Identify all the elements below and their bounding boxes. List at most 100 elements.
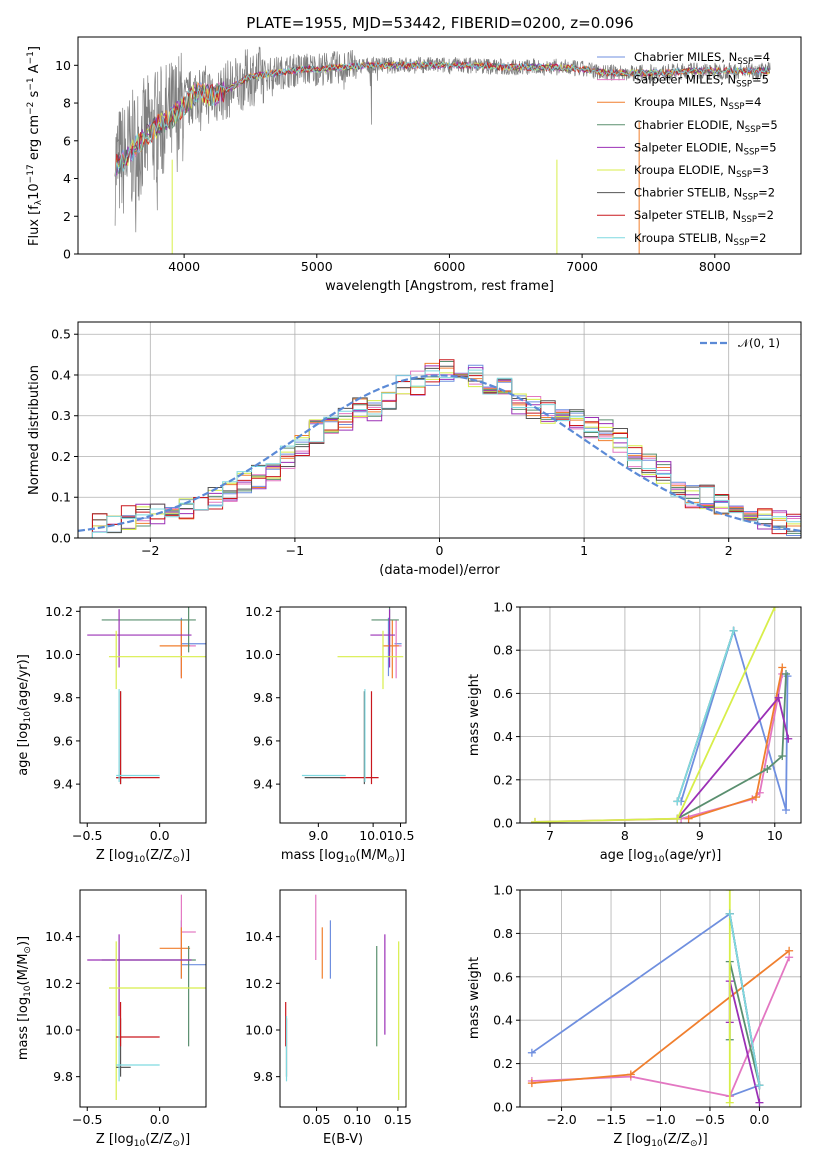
legend-entry: Salpeter STELIB, NSSP=2 [634, 208, 774, 225]
x-axis-label: mass [log10(M/M⊙)] [281, 848, 405, 865]
plot-frame [79, 889, 207, 1108]
y-tick-label: 0.6 [493, 969, 513, 984]
massweight_vs_Z-marks [527, 890, 794, 1107]
x-tick-label: 10.0 [359, 828, 387, 843]
plot-frame [77, 36, 802, 255]
y-tick-label: 10.2 [245, 604, 273, 619]
legend-entry: Chabrier STELIB, NSSP=2 [634, 186, 775, 203]
x-axis-label: Z [log10(Z/Z⊙)] [613, 1132, 707, 1149]
x-tick-label: −1.5 [596, 1112, 626, 1127]
y-tick-label: 0.2 [493, 772, 513, 787]
legend-entry: Salpeter ELODIE, NSSP=5 [634, 140, 777, 157]
axes-spectrum: 4000 5000 6000 7000 8000 0 2 4 6 8 10 [55, 58, 731, 274]
y-tick-label: 1.0 [493, 600, 513, 615]
x-tick-label: 8 [621, 828, 629, 843]
massweight_vs_age-marks [530, 607, 793, 823]
x-tick-label: 0.15 [384, 1112, 412, 1127]
y-tick-label: 9.8 [253, 690, 273, 705]
y-tick-label: 9.8 [53, 690, 73, 705]
axes-age_vs_mass: 9.0 10.0 10.59.49.69.810.010.2 [245, 604, 414, 843]
x-tick-label: 5000 [301, 259, 333, 274]
x-tick-label: 0 [436, 543, 444, 558]
histogram-salpeter-elodie [78, 365, 801, 538]
y-tick-label: 10.0 [45, 647, 73, 662]
axes-residual_histogram: −2 −1 0 1 2 0.0 0.1 0.2 0.3 0.4 0.5 [51, 322, 801, 558]
x-tick-label: 4000 [168, 259, 200, 274]
x-tick-label: 7 [546, 828, 554, 843]
weight-line-kroupa-stelib [676, 630, 735, 802]
y-tick-label: 10.0 [245, 647, 273, 662]
y-tick-label: 9.4 [253, 777, 273, 792]
x-tick-label: 1 [580, 543, 588, 558]
x-axis-label: Z [log10(Z/Z⊙)] [96, 1132, 190, 1149]
weight-line-kroupa-stelib [728, 913, 761, 1086]
y-tick-label: 10.4 [45, 929, 73, 944]
y-tick-label: 4 [63, 171, 71, 186]
mass_vs_Z-marks [87, 894, 206, 1100]
x-tick-label: −1.0 [645, 1112, 675, 1127]
x-tick-label: −1 [286, 543, 304, 558]
histogram-salpeter-stelib [78, 359, 801, 538]
weight-line-kroupa-miles [688, 667, 784, 820]
age_vs_Z-marks [87, 607, 206, 785]
y-tick-label: 9.8 [53, 1069, 73, 1084]
figure-title: PLATE=1955, MJD=53442, FIBERID=0200, z=0… [246, 14, 633, 32]
y-tick-label: 0.4 [51, 367, 71, 382]
y-tick-label: 6 [63, 133, 71, 148]
spectrum-lines [114, 46, 771, 254]
legend-entry: Salpeter MILES, NSSP=5 [634, 73, 769, 90]
axes-massweight_vs_Z: −2.0 −1.5 −1.0 −0.5 0.0 0.0 0.2 0.4 0.6 0.8 1.0 [493, 883, 801, 1127]
y-tick-label: 10 [55, 58, 71, 73]
x-axis-label: wavelength [Angstrom, rest frame] [325, 279, 554, 294]
x-axis-label: Z [log10(Z/Z⊙)] [96, 848, 190, 865]
x-tick-label: 10 [767, 828, 783, 843]
y-tick-label: 0.3 [51, 408, 71, 423]
y-tick-label: 10.2 [45, 976, 73, 991]
y-axis-label: mass weight [467, 674, 482, 756]
x-tick-label: 0.05 [303, 1112, 331, 1127]
x-axis-label: (data-model)/error [379, 563, 500, 578]
legend-entry: Chabrier ELODIE, NSSP=5 [634, 118, 778, 135]
axes-mass_vs_Z: −0.5 0.0 9.8 10.0 10.2 10.4 [45, 929, 169, 1127]
x-tick-label: 9.0 [308, 828, 328, 843]
x-tick-label: 10.5 [387, 828, 415, 843]
plot-frame [519, 606, 802, 824]
y-tick-label: 10.0 [245, 1023, 273, 1038]
weight-line-chabrier-elodie [728, 961, 761, 1086]
normal-curve [78, 374, 801, 532]
legend-top: Chabrier MILES, NSSP=4 Salpeter MILES, NS… [597, 50, 778, 248]
y-tick-label: 0.4 [493, 729, 513, 744]
axes-age_vs_Z: −0.5 0.0 9.4 9.6 9.8 10.0 10.2 [45, 604, 169, 843]
x-tick-label: 6000 [434, 259, 466, 274]
weight-line-chabrier-miles [531, 912, 761, 1098]
y-axis-label: mass [log10(M/M⊙)] [16, 936, 33, 1060]
y-axis-label: mass weight [467, 957, 482, 1039]
model-spectrum-kroupa-stelib [114, 61, 770, 177]
y-tick-label: 0.2 [51, 449, 71, 464]
x-tick-label: 0.0 [150, 828, 170, 843]
x-tick-label: 2 [725, 543, 733, 558]
y-axis-label: Normed distribution [27, 365, 42, 495]
y-tick-label: 0.1 [51, 490, 71, 505]
x-axis-label: E(B-V) [323, 1132, 363, 1147]
model-spectrum-salpeter-stelib [114, 60, 770, 177]
axes-massweight_vs_age: 7 8 9 10 0.0 0.2 0.4 0.6 0.8 1.0 [493, 600, 801, 843]
x-tick-label: 7000 [566, 259, 598, 274]
y-tick-label: 0.4 [493, 1013, 513, 1028]
plot-frame [519, 889, 802, 1108]
plot-frame [79, 606, 207, 824]
y-tick-label: 9.4 [53, 777, 73, 792]
y-axis-label: Flux [fλ10−17 erg cm−2 s−1 A−1] [26, 46, 44, 246]
x-tick-label: −0.5 [72, 1112, 102, 1127]
histogram-kroupa-miles [78, 362, 801, 538]
age_vs_mass-marks [301, 607, 404, 785]
weight-line-chabrier-elodie [676, 673, 787, 820]
histogram-kroupa-stelib [78, 369, 801, 538]
y-tick-label: 0 [63, 247, 71, 262]
y-tick-label: 9.8 [253, 1069, 273, 1084]
x-tick-label: 9 [696, 828, 704, 843]
histograms [78, 359, 801, 538]
x-tick-label: −2.0 [546, 1112, 576, 1127]
x-tick-label: −0.5 [72, 828, 102, 843]
